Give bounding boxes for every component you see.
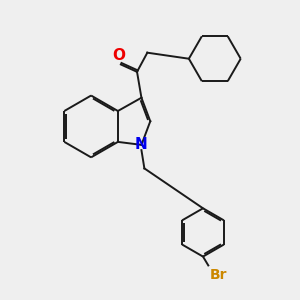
Text: Br: Br	[209, 268, 227, 282]
Text: N: N	[135, 137, 148, 152]
Text: O: O	[112, 48, 125, 63]
